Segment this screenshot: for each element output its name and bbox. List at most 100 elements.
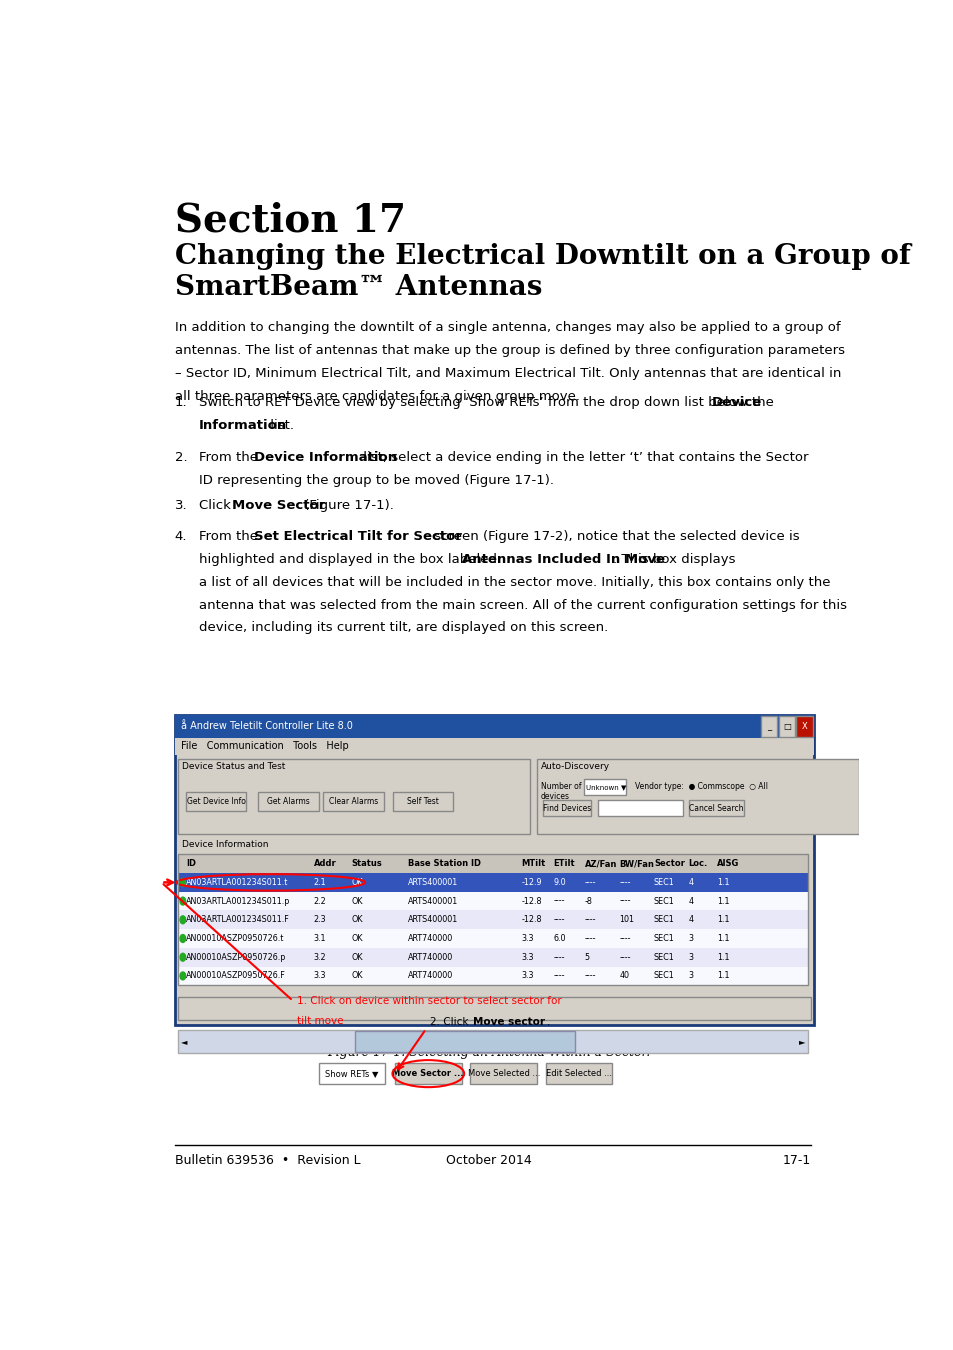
Text: 40: 40 xyxy=(618,972,629,980)
Text: 9.0: 9.0 xyxy=(553,878,565,887)
Text: ARTS400001: ARTS400001 xyxy=(408,896,458,906)
Text: ARTS400001: ARTS400001 xyxy=(408,878,458,887)
Text: Get Alarms: Get Alarms xyxy=(267,796,310,806)
Text: 3.: 3. xyxy=(174,498,187,512)
Circle shape xyxy=(180,915,186,923)
FancyBboxPatch shape xyxy=(178,1030,807,1053)
Text: ----: ---- xyxy=(584,972,596,980)
FancyBboxPatch shape xyxy=(178,948,807,967)
FancyBboxPatch shape xyxy=(796,716,812,737)
Text: OK: OK xyxy=(352,896,363,906)
FancyBboxPatch shape xyxy=(178,873,807,892)
Text: 5: 5 xyxy=(584,953,589,961)
FancyBboxPatch shape xyxy=(258,792,318,810)
Text: list, select a device ending in the letter ‘t’ that contains the Sector: list, select a device ending in the lett… xyxy=(358,451,807,464)
Text: 1.1: 1.1 xyxy=(717,934,729,944)
Text: 3.3: 3.3 xyxy=(314,972,326,980)
Text: 17-1: 17-1 xyxy=(781,1154,810,1166)
Text: 3.1: 3.1 xyxy=(314,934,326,944)
Text: .: . xyxy=(546,1017,549,1027)
Text: Base Station ID: Base Station ID xyxy=(408,859,481,868)
FancyBboxPatch shape xyxy=(178,759,529,833)
Text: 101: 101 xyxy=(618,915,634,925)
Text: AN03ARTLA001234S011.p: AN03ARTLA001234S011.p xyxy=(186,896,290,906)
FancyBboxPatch shape xyxy=(537,759,858,833)
Text: Move Selected ...: Move Selected ... xyxy=(467,1069,539,1079)
Text: SEC1: SEC1 xyxy=(654,896,674,906)
Text: -12.8: -12.8 xyxy=(521,896,541,906)
Text: OK: OK xyxy=(352,934,363,944)
Text: Changing the Electrical Downtilt on a Group of: Changing the Electrical Downtilt on a Gr… xyxy=(174,243,909,270)
Text: highlighted and displayed in the box labeled: highlighted and displayed in the box lab… xyxy=(199,554,501,566)
FancyBboxPatch shape xyxy=(174,738,813,755)
Text: Figure 17-1. Selecting an Antenna Within a Sector.: Figure 17-1. Selecting an Antenna Within… xyxy=(327,1046,650,1058)
Text: ►: ► xyxy=(799,1037,805,1046)
Text: Bulletin 639536  •  Revision L: Bulletin 639536 • Revision L xyxy=(174,1154,360,1166)
Text: Edit Selected ...: Edit Selected ... xyxy=(545,1069,612,1079)
FancyBboxPatch shape xyxy=(355,1031,575,1052)
Text: Vendor type:  ● Commscope  ○ All: Vendor type: ● Commscope ○ All xyxy=(634,782,767,791)
Text: SEC1: SEC1 xyxy=(654,878,674,887)
Text: ----: ---- xyxy=(618,878,630,887)
Text: 4: 4 xyxy=(688,878,693,887)
Text: AN03ARTLA001234S011.F: AN03ARTLA001234S011.F xyxy=(186,915,290,925)
Text: 1.1: 1.1 xyxy=(717,972,729,980)
Text: ARTS400001: ARTS400001 xyxy=(408,915,458,925)
Text: tilt move: tilt move xyxy=(296,1017,343,1026)
FancyBboxPatch shape xyxy=(178,967,807,985)
Text: ART740000: ART740000 xyxy=(408,972,453,980)
Text: AN03ARTLA001234S011.t: AN03ARTLA001234S011.t xyxy=(186,878,288,887)
Text: antenna that was selected from the main screen. All of the current configuration: antenna that was selected from the main … xyxy=(199,598,846,612)
Text: ----: ---- xyxy=(618,896,630,906)
Text: -12.8: -12.8 xyxy=(521,915,541,925)
FancyBboxPatch shape xyxy=(178,855,807,873)
Text: device, including its current tilt, are displayed on this screen.: device, including its current tilt, are … xyxy=(199,621,608,634)
Text: list.: list. xyxy=(265,418,294,432)
Text: 2.1: 2.1 xyxy=(314,878,326,887)
Text: -12.9: -12.9 xyxy=(521,878,541,887)
Text: ----: ---- xyxy=(553,896,564,906)
FancyBboxPatch shape xyxy=(178,910,807,929)
Text: Self Test: Self Test xyxy=(407,796,438,806)
Text: all three parameters are candidates for a given group move.: all three parameters are candidates for … xyxy=(174,390,579,402)
Text: -8: -8 xyxy=(584,896,592,906)
FancyBboxPatch shape xyxy=(542,801,590,815)
Text: Device: Device xyxy=(712,396,761,409)
Text: Status: Status xyxy=(352,859,382,868)
Text: ETilt: ETilt xyxy=(553,859,575,868)
Text: 2.2: 2.2 xyxy=(314,896,326,906)
Text: Information: Information xyxy=(199,418,287,432)
Text: SEC1: SEC1 xyxy=(654,972,674,980)
Text: OK: OK xyxy=(352,915,363,925)
Text: AZ/Fan: AZ/Fan xyxy=(584,859,617,868)
Circle shape xyxy=(180,898,186,904)
Text: AN00010ASZP0950726.p: AN00010ASZP0950726.p xyxy=(186,953,286,961)
Text: ID representing the group to be moved (Figure 17-1).: ID representing the group to be moved (F… xyxy=(199,474,554,487)
FancyBboxPatch shape xyxy=(778,716,794,737)
Text: Get Device Info: Get Device Info xyxy=(187,796,245,806)
Text: ID: ID xyxy=(186,859,195,868)
Text: ----: ---- xyxy=(618,934,630,944)
Text: 1.1: 1.1 xyxy=(717,915,729,925)
FancyBboxPatch shape xyxy=(174,716,813,738)
Text: å Andrew Teletilt Controller Lite 8.0: å Andrew Teletilt Controller Lite 8.0 xyxy=(180,721,352,732)
FancyBboxPatch shape xyxy=(583,779,626,795)
Text: ----: ---- xyxy=(584,934,596,944)
Text: Device Status and Test: Device Status and Test xyxy=(182,761,285,771)
FancyBboxPatch shape xyxy=(597,801,682,815)
Text: Number of
devices: Number of devices xyxy=(540,782,580,801)
Text: Sector: Sector xyxy=(654,859,684,868)
Text: ----: ---- xyxy=(553,972,564,980)
Text: 1.1: 1.1 xyxy=(717,878,729,887)
FancyBboxPatch shape xyxy=(323,792,383,810)
Text: screen (Figure 17-2), notice that the selected device is: screen (Figure 17-2), notice that the se… xyxy=(429,531,799,543)
Text: OK: OK xyxy=(352,953,363,961)
Text: 3: 3 xyxy=(688,972,693,980)
Text: ART740000: ART740000 xyxy=(408,934,453,944)
Text: OK: OK xyxy=(352,972,363,980)
Text: ----: ---- xyxy=(553,953,564,961)
Text: 3.3: 3.3 xyxy=(521,934,534,944)
Text: Move sector: Move sector xyxy=(472,1017,544,1027)
Circle shape xyxy=(180,934,186,942)
Text: Device Information: Device Information xyxy=(253,451,396,464)
